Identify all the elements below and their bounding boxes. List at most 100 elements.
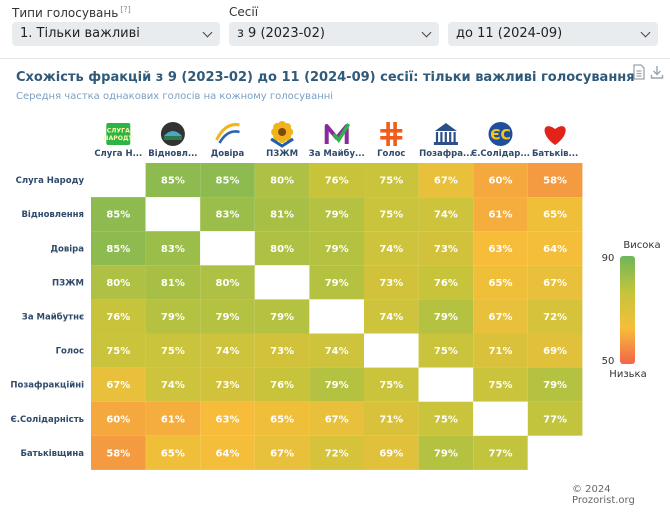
heatmap-cell[interactable]: 58%	[527, 163, 583, 198]
heatmap-cell[interactable]: 80%	[254, 163, 310, 198]
heatmap-cell[interactable]: 64%	[200, 435, 255, 470]
heatmap-cell[interactable]: 77%	[527, 401, 583, 436]
heatmap-cell[interactable]: 79%	[527, 367, 583, 402]
cell-label: 80%	[270, 244, 294, 255]
heatmap-cell[interactable]: 67%	[473, 299, 528, 334]
column-label: Довіра	[211, 148, 245, 159]
cell-label: 61%	[489, 210, 513, 221]
heatmap-cell[interactable]: 75%	[473, 367, 528, 402]
document-icon[interactable]	[632, 64, 646, 80]
heatmap-cell[interactable]: 85%	[91, 197, 146, 232]
heatmap-cell[interactable]: 67%	[91, 367, 146, 402]
heatmap-cell[interactable]: 81%	[254, 197, 310, 232]
cell-label: 74%	[216, 346, 240, 357]
heatmap-cell[interactable]: 69%	[364, 435, 419, 470]
heatmap-cell[interactable]: 77%	[473, 435, 528, 470]
heatmap-cell[interactable]: 63%	[473, 231, 528, 266]
heatmap-cell[interactable]: 74%	[364, 231, 419, 266]
heatmap-cell[interactable]: 73%	[254, 333, 310, 368]
heatmap-cell[interactable]: 79%	[309, 265, 364, 300]
heatmap-cell[interactable]: 60%	[473, 163, 528, 198]
heatmap-cell[interactable]: 75%	[418, 401, 474, 436]
heatmap-cell[interactable]: 67%	[527, 265, 583, 300]
cell-label: 85%	[216, 176, 240, 187]
session-to-select[interactable]: до 11 (2024-09)	[448, 22, 658, 46]
heatmap-cell[interactable]: 75%	[364, 367, 419, 402]
heatmap-cell[interactable]: 80%	[200, 265, 255, 300]
heatmap-cell[interactable]: 61%	[145, 401, 201, 436]
heatmap-cell[interactable]: 75%	[418, 333, 474, 368]
sessions-filter-label: Сесії	[229, 5, 259, 19]
heatmap-cell[interactable]: 76%	[418, 265, 474, 300]
heatmap-cell[interactable]: 79%	[309, 367, 364, 402]
heatmap-cell[interactable]: 79%	[309, 197, 364, 232]
session-from-select[interactable]: з 9 (2023-02)	[229, 22, 439, 46]
heatmap-cell[interactable]: 60%	[91, 401, 146, 436]
heatmap-cell[interactable]: 85%	[91, 231, 146, 266]
heatmap-cell[interactable]: 74%	[418, 197, 474, 232]
cell-label: 76%	[325, 176, 349, 187]
cell-label: 83%	[161, 244, 185, 255]
heatmap-cell[interactable]: 58%	[91, 435, 146, 470]
heatmap-cell[interactable]: 73%	[200, 367, 255, 402]
heatmap-cell[interactable]: 64%	[527, 231, 583, 266]
cell-label: 74%	[434, 210, 458, 221]
heatmap-cell[interactable]: 75%	[145, 333, 201, 368]
cell-label: 83%	[216, 210, 240, 221]
heatmap-cell[interactable]: 72%	[527, 299, 583, 334]
heatmap-cell[interactable]: 74%	[145, 367, 201, 402]
legend-high-label: Висока	[623, 240, 660, 251]
heatmap-cell[interactable]: 74%	[200, 333, 255, 368]
cell-label: 76%	[270, 380, 294, 391]
heatmap-cell[interactable]: 75%	[364, 197, 419, 232]
cell-label: 76%	[106, 312, 130, 323]
heatmap-cell[interactable]: 71%	[473, 333, 528, 368]
type-select[interactable]: 1. Тільки важливі	[12, 22, 220, 46]
heatmap-cell[interactable]: 85%	[145, 163, 201, 198]
heatmap-cell[interactable]: 67%	[309, 401, 364, 436]
heatmap-cell[interactable]: 80%	[254, 231, 310, 266]
heatmap-cell[interactable]: 76%	[91, 299, 146, 334]
dovira-logo	[215, 123, 240, 144]
heatmap-cell[interactable]: 75%	[364, 163, 419, 198]
heatmap-cell[interactable]: 79%	[200, 299, 255, 334]
heatmap-cell[interactable]: 65%	[254, 401, 310, 436]
heatmap-cell[interactable]: 85%	[200, 163, 255, 198]
heatmap-cell[interactable]: 73%	[364, 265, 419, 300]
heatmap-cell[interactable]: 74%	[309, 333, 364, 368]
heatmap-cell[interactable]: 83%	[145, 231, 201, 266]
row-label: ПЗЖМ	[52, 278, 84, 288]
heatmap-cell[interactable]: 72%	[309, 435, 364, 470]
heatmap-cell[interactable]: 69%	[527, 333, 583, 368]
column-label: Слуга Н...	[94, 149, 142, 159]
cell-label: 73%	[270, 346, 294, 357]
heatmap-cell[interactable]: 67%	[418, 163, 474, 198]
heatmap-cell[interactable]: 79%	[309, 231, 364, 266]
heatmap-cell[interactable]: 80%	[91, 265, 146, 300]
session-to-value: до 11 (2024-09)	[456, 26, 563, 41]
heatmap-cell[interactable]: 75%	[91, 333, 146, 368]
heatmap-cell[interactable]: 74%	[364, 299, 419, 334]
heatmap-cell[interactable]: 65%	[473, 265, 528, 300]
row-label: Голос	[56, 347, 84, 357]
heatmap-cell[interactable]: 61%	[473, 197, 528, 232]
heatmap-cell[interactable]: 79%	[418, 435, 474, 470]
heatmap-cell[interactable]: 81%	[145, 265, 201, 300]
cell-label: 79%	[216, 312, 240, 323]
help-icon[interactable]: [?]	[120, 5, 131, 14]
heatmap-cell[interactable]: 76%	[254, 367, 310, 402]
heatmap-cell[interactable]: 67%	[254, 435, 310, 470]
heatmap-cell[interactable]: 79%	[254, 299, 310, 334]
heatmap-cell[interactable]: 79%	[418, 299, 474, 334]
heatmap-cell[interactable]: 73%	[418, 231, 474, 266]
heatmap-cell[interactable]: 76%	[309, 163, 364, 198]
heatmap-cell[interactable]: 65%	[527, 197, 583, 232]
svg-text:ЄС: ЄС	[490, 128, 511, 144]
heatmap-cell[interactable]: 71%	[364, 401, 419, 436]
download-icon[interactable]	[650, 64, 664, 80]
heatmap-cell[interactable]: 83%	[200, 197, 255, 232]
cell-label: 85%	[161, 176, 185, 187]
heatmap-cell[interactable]: 65%	[145, 435, 201, 470]
heatmap-cell[interactable]: 63%	[200, 401, 255, 436]
heatmap-cell[interactable]: 79%	[145, 299, 201, 334]
